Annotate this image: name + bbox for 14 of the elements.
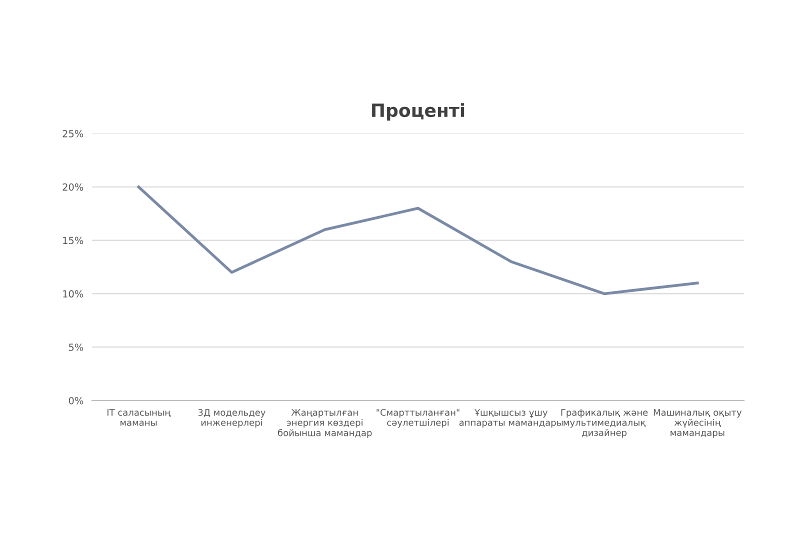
- x-tick-label: Графикалық және мультимедиалық дизайнер: [561, 409, 648, 438]
- x-tick-label: IT саласының маманы: [107, 409, 170, 426]
- y-tick-label: 25%: [62, 130, 84, 138]
- chart-title: Проценті: [372, 103, 464, 121]
- y-tick-label: 0%: [68, 396, 84, 404]
- x-tick-label: Жаңартылған энергия көздері бойынша мамандар: [278, 409, 372, 438]
- y-tick-label: 10%: [63, 290, 84, 298]
- y-tick-label: 5%: [68, 344, 84, 351]
- x-tick-label: Машиналық оқыту жүйесінің мамандары: [654, 409, 742, 438]
- y-tick-label: 20%: [62, 183, 84, 191]
- line-series: [137, 186, 699, 296]
- x-tick-label: "Смарттыланған" сәулетшілері: [376, 408, 460, 428]
- x-tick-label: 3Д модельдеу инженерлері: [198, 408, 266, 428]
- y-tick-label: 15%: [63, 236, 84, 244]
